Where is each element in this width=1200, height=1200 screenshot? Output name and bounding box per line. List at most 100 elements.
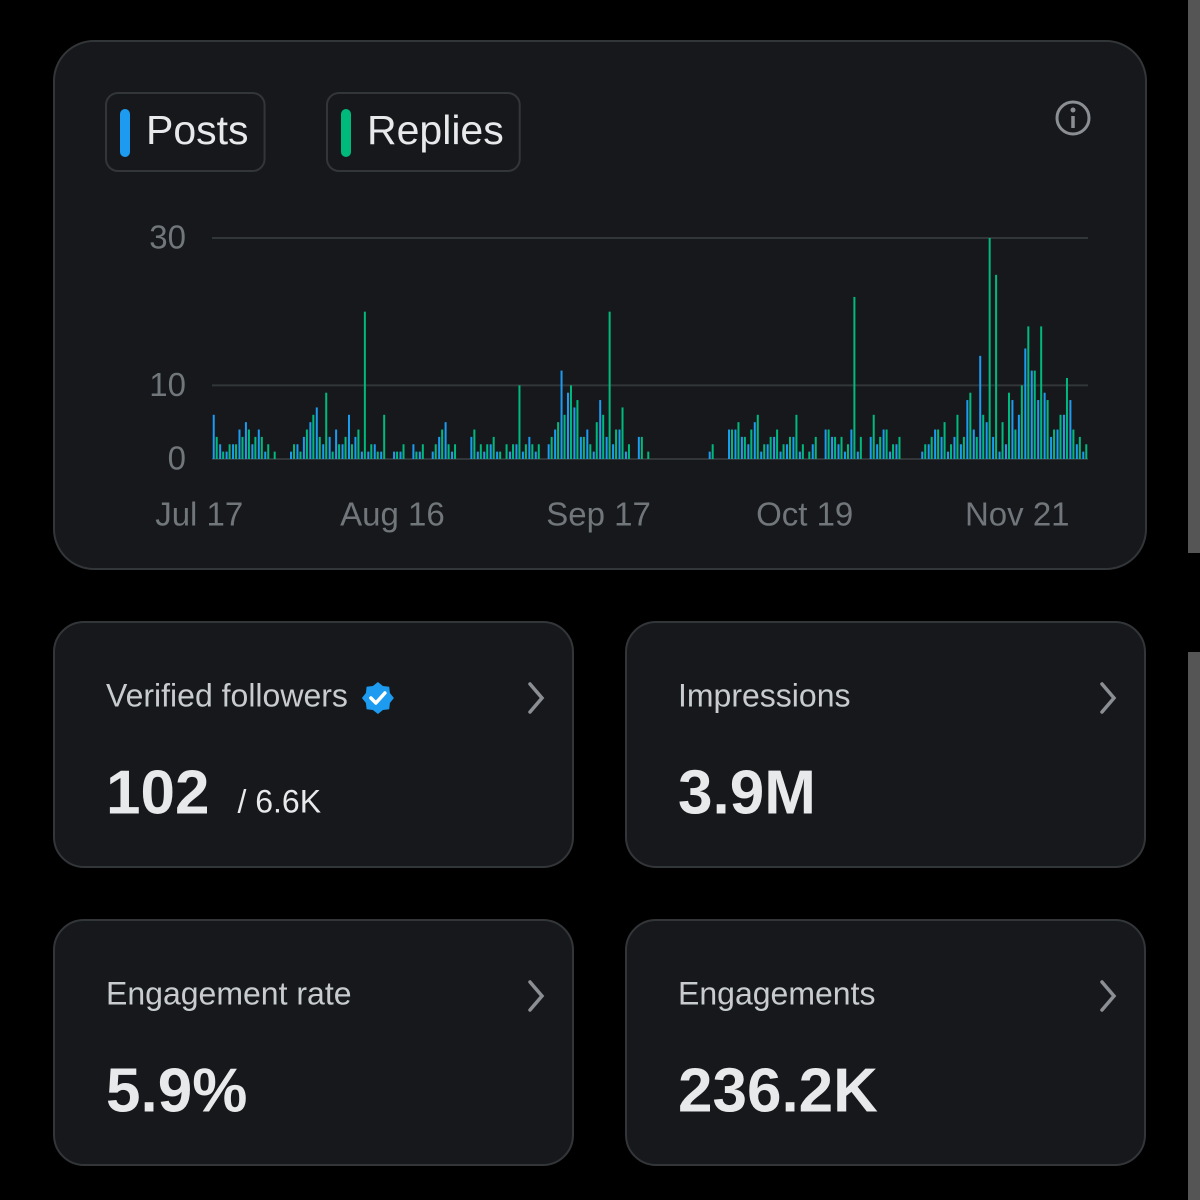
bar: [499, 451, 502, 459]
bar: [347, 414, 350, 459]
card-value: 236.2K: [678, 1056, 878, 1125]
bar: [554, 429, 557, 459]
bar: [412, 444, 415, 459]
card-title: Engagement rate: [106, 975, 352, 1011]
card-bg: [625, 621, 1146, 868]
x-tick-label: Sep 17: [546, 496, 651, 533]
bar: [228, 444, 231, 459]
bar: [637, 436, 640, 459]
bar: [537, 444, 540, 459]
card-total: / 6.6K: [237, 783, 321, 819]
bar: [238, 429, 241, 459]
bar: [647, 451, 650, 459]
bar: [930, 436, 933, 459]
bar: [962, 436, 965, 459]
verified-check: [369, 691, 387, 705]
bar: [290, 451, 293, 459]
bar: [479, 444, 482, 459]
bar: [827, 429, 830, 459]
bar: [1030, 370, 1033, 459]
bar: [711, 444, 714, 459]
card-title: Verified followers: [106, 677, 348, 713]
bar: [872, 414, 875, 459]
bar: [444, 422, 447, 459]
bar: [743, 436, 746, 459]
y-tick-label: 30: [149, 219, 186, 256]
stat-card[interactable]: Engagement rate 5.9%: [53, 919, 574, 1166]
legend-box: [105, 92, 266, 172]
bar: [470, 436, 473, 459]
bar: [247, 429, 250, 459]
stat-card[interactable]: Verified followers 102 / 6.6K: [53, 621, 574, 868]
bar: [241, 436, 244, 459]
bar: [969, 392, 972, 459]
bar: [260, 436, 263, 459]
stat-card[interactable]: Engagements 236.2K: [625, 919, 1146, 1166]
bar: [934, 429, 937, 459]
bar: [808, 451, 811, 459]
bar: [943, 422, 946, 459]
stat-card[interactable]: Impressions 3.9M: [625, 621, 1146, 868]
bar: [489, 444, 492, 459]
card-bg: [53, 621, 574, 868]
bar: [492, 436, 495, 459]
bar: [312, 414, 315, 459]
bar: [582, 436, 585, 459]
chevron: [528, 682, 545, 714]
bar: [947, 451, 950, 459]
x-tick-label: Jul 17: [155, 496, 243, 533]
bar: [370, 444, 373, 459]
bar: [399, 451, 402, 459]
bar: [811, 444, 814, 459]
bar: [595, 422, 598, 459]
bar: [534, 451, 537, 459]
bar: [747, 444, 750, 459]
bar: [518, 385, 521, 459]
bar: [602, 414, 605, 459]
bar: [563, 414, 566, 459]
bar: [972, 429, 975, 459]
bar: [627, 444, 630, 459]
bar: [1020, 385, 1023, 459]
legend-item[interactable]: Replies: [326, 92, 521, 172]
bar: [350, 444, 353, 459]
bar: [924, 444, 927, 459]
bar: [953, 436, 956, 459]
legend-box: [326, 92, 521, 172]
bar: [341, 444, 344, 459]
bar: [731, 429, 734, 459]
bar: [782, 444, 785, 459]
bar: [212, 414, 215, 459]
bar: [244, 422, 247, 459]
bar: [1082, 451, 1085, 459]
bar: [876, 444, 879, 459]
bar: [1014, 429, 1017, 459]
bar: [376, 451, 379, 459]
bar: [531, 444, 534, 459]
bar: [505, 444, 508, 459]
bar: [599, 400, 602, 459]
bar: [937, 429, 940, 459]
bar: [441, 429, 444, 459]
legend-item[interactable]: Posts: [105, 92, 266, 172]
bar: [1053, 429, 1056, 459]
bar: [421, 444, 424, 459]
info-icon[interactable]: [1055, 100, 1091, 136]
bar: [763, 444, 766, 459]
bar: [769, 436, 772, 459]
bar: [586, 429, 589, 459]
bar: [708, 451, 711, 459]
bar: [795, 414, 798, 459]
bar: [1069, 400, 1072, 459]
bar: [612, 444, 615, 459]
bar: [528, 436, 531, 459]
chevron: [1100, 682, 1117, 714]
bar: [737, 422, 740, 459]
bar: [843, 451, 846, 459]
bar: [740, 436, 743, 459]
bar: [496, 451, 499, 459]
x-tick-label: Aug 16: [340, 496, 445, 533]
bar: [859, 436, 862, 459]
bar: [834, 436, 837, 459]
